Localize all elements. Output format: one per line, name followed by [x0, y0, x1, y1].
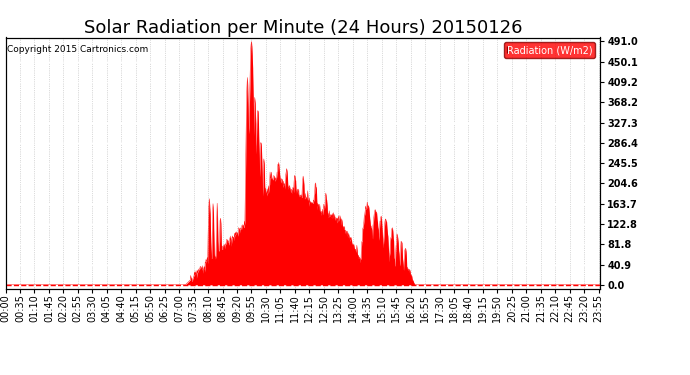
Legend: Radiation (W/m2): Radiation (W/m2)	[504, 42, 595, 58]
Text: Copyright 2015 Cartronics.com: Copyright 2015 Cartronics.com	[7, 45, 148, 54]
Title: Solar Radiation per Minute (24 Hours) 20150126: Solar Radiation per Minute (24 Hours) 20…	[83, 20, 522, 38]
